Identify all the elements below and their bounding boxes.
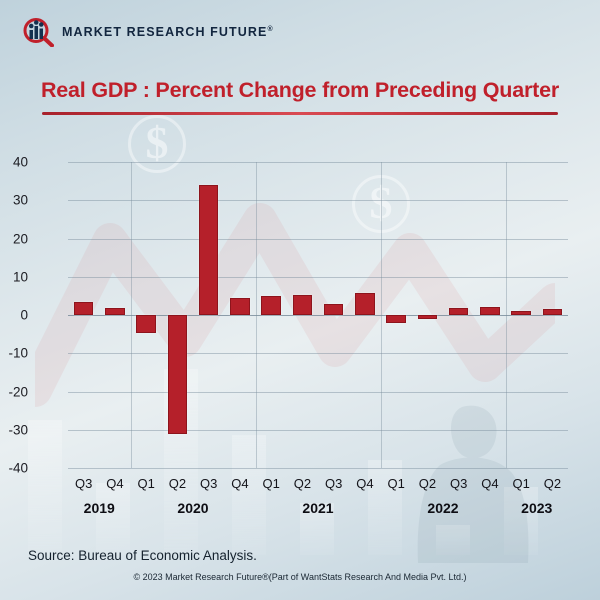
brand-name: MARKET RESEARCH FUTURE® <box>62 25 274 39</box>
x-axis-tick-label: Q4 <box>481 476 499 491</box>
bar <box>136 315 156 333</box>
y-axis-tick-label: 20 <box>12 231 28 246</box>
bar <box>105 308 125 315</box>
y-axis-tick-label: -20 <box>8 384 28 399</box>
y-axis-tick-label: 40 <box>12 154 28 170</box>
bar <box>386 315 406 323</box>
gridline-y-40 <box>68 162 568 163</box>
x-axis-tick-label: Q4 <box>231 476 249 491</box>
brand-logo: MARKET RESEARCH FUTURE® <box>22 17 274 47</box>
source-note: Source: Bureau of Economic Analysis. <box>28 548 257 563</box>
gridline-y-30 <box>68 200 568 202</box>
bar <box>417 315 438 319</box>
y-axis-tick-label: -30 <box>8 422 28 438</box>
x-axis-year-label: 2021 <box>302 500 334 516</box>
brand-name-text: MARKET RESEARCH FUTURE <box>62 25 268 39</box>
gridline-y-0 <box>68 315 568 316</box>
year-separator-2020 <box>130 162 132 468</box>
x-axis-tick-label: Q3 <box>74 476 93 491</box>
x-axis-tick-label: Q3 <box>199 476 218 491</box>
x-axis-tick-label: Q2 <box>293 476 312 491</box>
bar <box>323 303 344 315</box>
bar <box>73 301 94 315</box>
page-title: Real GDP : Percent Change from Preceding… <box>40 78 560 102</box>
x-axis-year-label: 2022 <box>427 500 459 516</box>
x-axis-year-label: 2023 <box>521 500 553 516</box>
bar <box>511 311 531 316</box>
gdp-bar-chart: 40 30 20 10 0 -10 -20 -30 -40 Q3 Q4 Q1 Q2 Q3 Q4 Q1 Q2 Q3… <box>0 140 600 516</box>
bar <box>292 294 313 315</box>
x-axis-tick-label: Q2 <box>543 476 562 491</box>
y-axis-tick-label: -40 <box>8 460 28 476</box>
x-axis-tick-label: Q1 <box>512 476 530 491</box>
y-axis-tick-label: 10 <box>12 269 28 285</box>
x-axis-tick-label: Q1 <box>137 476 155 491</box>
y-axis-tick-label: -10 <box>8 345 28 361</box>
gridline-y--30 <box>68 429 568 431</box>
y-axis-tick-label: 30 <box>12 192 28 208</box>
x-axis-tick-label: Q4 <box>356 476 374 491</box>
year-separator-2023 <box>505 162 507 468</box>
registered-mark: ® <box>267 25 274 33</box>
x-axis-year-label: 2020 <box>177 500 209 516</box>
x-axis-tick-label: Q1 <box>262 476 280 491</box>
x-axis-tick-label: Q3 <box>449 476 468 491</box>
y-axis-tick-label: 0 <box>20 307 28 323</box>
year-separator-2022 <box>380 162 382 468</box>
x-axis-tick-label: Q1 <box>387 476 405 491</box>
bar <box>542 309 563 315</box>
bar <box>167 315 188 434</box>
gridline-y--10 <box>68 353 568 355</box>
bar <box>230 297 250 315</box>
title-underline-divider <box>42 112 558 115</box>
bar <box>198 184 219 315</box>
gridline-y--40 <box>68 468 568 469</box>
gridline-y-10 <box>68 276 568 278</box>
bar <box>448 308 469 315</box>
gridline-y-20 <box>68 238 568 240</box>
bar <box>355 292 375 315</box>
x-axis-tick-label: Q4 <box>106 476 124 491</box>
bar <box>480 306 500 315</box>
copyright-note: © 2023 Market Research Future®(Part of W… <box>133 572 467 582</box>
year-separator-2021 <box>255 162 257 468</box>
x-axis-year-label: 2019 <box>83 500 115 516</box>
chart-plot-area: 40 30 20 10 0 -10 -20 -30 -40 <box>8 155 568 476</box>
x-axis-tick-label: Q2 <box>168 476 187 491</box>
x-axis-tick-label: Q2 <box>418 476 437 491</box>
gridline-y--20 <box>68 391 568 393</box>
bar <box>261 295 281 315</box>
market-research-future-logo-icon <box>23 18 54 47</box>
x-axis-tick-label: Q3 <box>324 476 343 491</box>
